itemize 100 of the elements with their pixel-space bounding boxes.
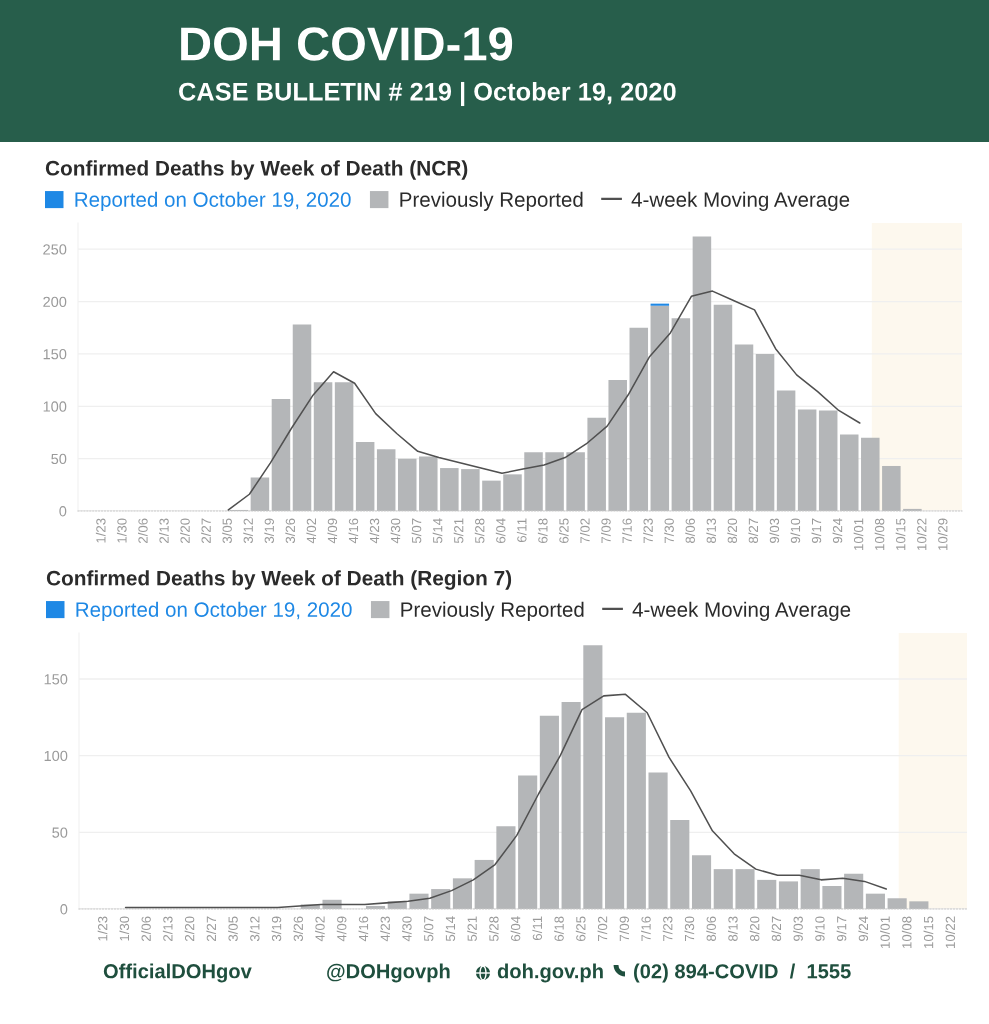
x-tick-label: 8/13: [706, 518, 716, 544]
x-tick-label: 6/11: [516, 518, 527, 542]
x-tick-label: 10/01: [880, 916, 890, 948]
y-tick-label: 100: [43, 401, 67, 412]
y-tick-label: 150: [43, 349, 67, 360]
y-tick-label: 0: [59, 506, 67, 517]
x-tick-label: 10/08: [874, 518, 885, 550]
text: doh.gov.ph: [497, 963, 603, 983]
x-tick-label: 10/15: [895, 518, 906, 550]
x-tick-label: 2/20: [184, 916, 195, 941]
x-tick-label: 5/14: [445, 916, 456, 942]
x-tick-label: 10/15: [923, 916, 934, 948]
x-tick-label: 10/29: [937, 518, 948, 550]
x-tick-label: 9/24: [832, 518, 843, 543]
x-tick-label: 8/27: [748, 518, 759, 544]
x-tick-label: 2/27: [201, 518, 211, 543]
x-tick-label: 9/10: [814, 916, 825, 941]
x-tick-label: 9/24: [858, 916, 869, 941]
legend-label: 4-week Moving Average: [631, 191, 850, 211]
x-tick-label: 8/06: [706, 916, 716, 942]
x-tick-label: 3/19: [271, 916, 282, 942]
x-tick-label: 4/23: [369, 518, 380, 544]
x-tick-label: 7/02: [597, 916, 608, 941]
x-tick-label: 10/01: [853, 518, 864, 550]
x-tick-label: 4/16: [358, 916, 369, 942]
x-tick-label: 5/21: [453, 518, 464, 544]
x-tick-label: 3/05: [222, 518, 232, 544]
legend-label: Previously Reported: [401, 601, 584, 621]
x-tick-label: 9/17: [836, 916, 847, 941]
x-tick-label: 4/09: [336, 916, 347, 942]
x-tick-label: 4/23: [380, 916, 390, 942]
legend-label: Previously Reported: [400, 191, 583, 211]
x-tick-label: 10/22: [916, 518, 927, 550]
x-tick-label: 7/30: [684, 916, 695, 941]
text: (02) 894-COVID / 1555: [634, 963, 851, 983]
x-tick-label: 8/06: [685, 518, 695, 544]
y-tick-label: 50: [52, 827, 68, 838]
x-tick-label: 1/23: [95, 518, 106, 543]
x-tick-label: 6/18: [537, 518, 548, 543]
x-tick-label: 7/16: [641, 916, 651, 941]
x-tick-label: 2/27: [206, 916, 217, 941]
x-tick-label: 5/07: [423, 916, 434, 942]
x-tick-label: 9/03: [793, 916, 803, 941]
x-tick-label: 1/30: [119, 916, 130, 941]
text: DOH COVID-19: [181, 27, 513, 61]
x-tick-label: 2/06: [141, 916, 151, 941]
x-tick-label: 2/13: [159, 518, 169, 543]
x-tick-label: 2/20: [180, 518, 190, 543]
x-tick-label: 4/09: [327, 518, 338, 544]
x-tick-label: 6/18: [554, 916, 564, 941]
x-tick-label: 9/10: [790, 518, 801, 543]
legend-label: 4-week Moving Average: [632, 601, 851, 621]
x-tick-label: 3/05: [228, 916, 238, 942]
y-tick-label: 0: [60, 904, 68, 915]
x-tick-label: 4/30: [401, 916, 412, 942]
y-tick-label: 200: [43, 296, 67, 307]
chart-title: Confirmed Deaths by Week of Death (NCR): [45, 160, 468, 180]
x-tick-label: 7/30: [664, 518, 674, 543]
x-tick-label: 4/30: [390, 518, 401, 544]
x-tick-label: 5/07: [411, 518, 422, 544]
x-tick-label: 7/16: [622, 518, 632, 543]
text: @DOHgovph: [327, 963, 450, 983]
x-tick-label: 7/23: [643, 518, 653, 543]
x-tick-label: 7/02: [580, 518, 590, 543]
x-tick-label: 8/20: [727, 518, 738, 544]
text: CASE BULLETIN # 219 | October 19, 2020: [179, 81, 676, 107]
x-tick-label: 6/04: [510, 916, 521, 941]
x-tick-label: 10/22: [945, 916, 956, 948]
x-tick-label: 7/09: [601, 518, 611, 543]
x-tick-label: 6/25: [575, 916, 586, 941]
x-tick-label: 5/14: [432, 518, 443, 544]
text: OfficialDOHgov: [103, 963, 252, 983]
x-tick-label: 8/27: [771, 916, 782, 942]
x-tick-label: 2/13: [162, 916, 173, 941]
x-tick-label: 3/12: [249, 916, 260, 942]
x-tick-label: 5/28: [474, 518, 485, 544]
y-tick-label: 150: [44, 674, 68, 685]
y-tick-label: 250: [43, 244, 67, 255]
x-tick-label: 1/23: [97, 916, 108, 941]
y-tick-label: 100: [44, 750, 68, 762]
x-tick-label: 9/17: [811, 518, 822, 543]
x-tick-label: 7/09: [619, 916, 629, 941]
legend-label: Reported on October 19, 2020: [76, 601, 352, 621]
chart-title: Confirmed Deaths by Week of Death (Region 7): [46, 570, 512, 590]
legend-label: Reported on October 19, 2020: [75, 191, 351, 211]
x-tick-label: 4/16: [348, 518, 359, 544]
x-tick-label: 8/13: [727, 916, 738, 942]
x-tick-label: 1/30: [116, 518, 127, 543]
x-tick-label: 3/26: [293, 916, 303, 942]
x-tick-label: 5/28: [488, 916, 499, 942]
y-tick-label: 50: [51, 453, 67, 465]
x-tick-label: 8/20: [749, 916, 760, 942]
x-tick-label: 7/23: [662, 916, 673, 941]
x-tick-label: 4/02: [306, 518, 317, 544]
x-tick-label: 4/02: [315, 916, 325, 942]
x-tick-label: 5/21: [467, 916, 477, 942]
x-tick-label: 6/25: [558, 518, 569, 543]
x-tick-label: 3/12: [243, 518, 253, 544]
x-tick-label: 10/08: [901, 916, 912, 948]
x-tick-label: 3/19: [264, 518, 274, 544]
